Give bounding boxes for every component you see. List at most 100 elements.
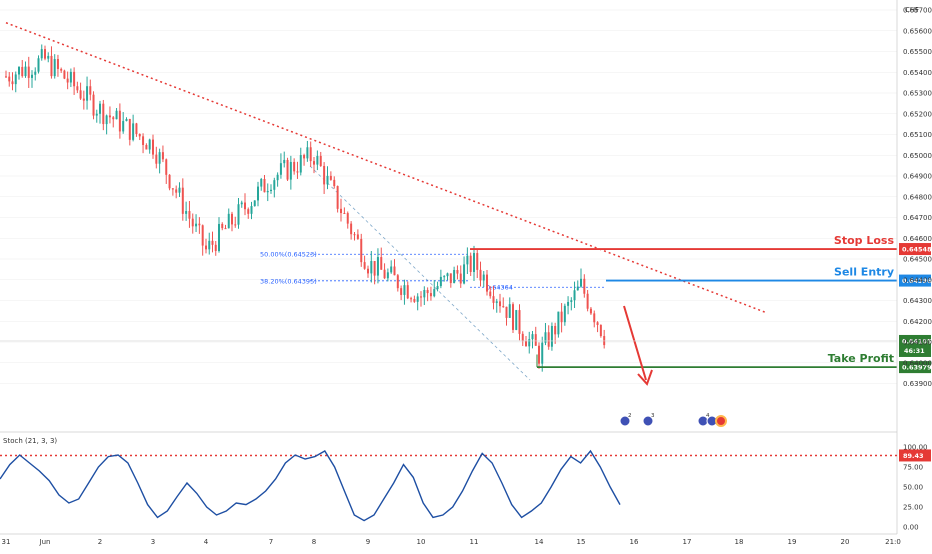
candle-body [191,218,194,227]
candle-body [108,115,111,118]
annotation-layer: Stop Loss 0.64548 Sell Entry 0.64396 Take Pr… [0,234,932,427]
candle-body [270,189,272,191]
fib-level-label: 38.20%(0.64395) [260,277,317,285]
candle-body [343,213,346,215]
candle-body [367,268,369,274]
candle-body [218,223,220,251]
level-badge-text: 89.43 [903,452,924,460]
candle-body [429,293,432,297]
candle-body [453,270,456,284]
candle-body [188,211,191,219]
price-tick-label: 0.64600 [903,235,932,243]
candle-body [473,253,475,272]
osc-tick-label: 0.00 [903,524,919,532]
candle-body [433,289,436,297]
candle-body [356,234,359,239]
candle-body [319,155,322,166]
price-tick-label: 0.64100 [903,339,932,347]
time-tick-label: 14 [535,538,544,546]
candle-body [24,66,27,77]
candle-body [420,296,422,298]
price-badge-text: 0.64396 [902,277,932,285]
candle-body [410,298,413,300]
price-tick-label: 0.65300 [903,90,932,98]
candle-body [326,175,329,185]
time-tick-label: 10 [417,538,426,546]
candle-body [400,288,403,295]
candle-body [316,155,319,165]
candle-body [393,266,396,276]
candle-body [37,58,40,72]
candle-body [406,285,409,299]
candle-body [554,325,557,335]
event-marker-icon [642,415,654,427]
candle-body [95,113,98,116]
candle-body [279,163,282,175]
candle-body [313,161,315,165]
candle-body [423,289,426,298]
candle-body [14,74,17,85]
candle-body [449,273,452,284]
candle-body [299,155,302,173]
candle-body [253,200,256,207]
stochastic-pane: Stoch (21, 3, 3) 100.00 75.00 50.00 25.00 0.0… [0,431,931,532]
candle-body [138,134,141,137]
candle-body [73,71,76,87]
time-tick-label: 3 [151,538,155,546]
time-tick-label: Jun [39,538,51,546]
candle-body [550,325,553,347]
candle-body [416,296,419,302]
candle-body [178,187,181,193]
candle-body [466,255,469,265]
candle-body [63,70,66,79]
time-tick-label: 31 [2,538,11,546]
candle-body [502,306,505,308]
price-tick-label: 0.64000 [903,359,932,367]
candle-body [224,228,227,230]
candle-body [560,311,563,323]
price-tick-label: 0.64200 [903,318,932,326]
candle-body [443,276,446,278]
candle-body [580,278,582,287]
candle-body [205,245,207,250]
candle-body [227,213,230,229]
candle-body [518,310,521,334]
time-tick-label: 20 [841,538,850,546]
price-tick-label: 0.64800 [903,193,932,201]
candle-body [567,301,570,306]
trade-level-label: Sell Entry [834,266,894,279]
fib-level-label: 0.64364 [486,284,513,292]
candle-body [132,123,135,140]
price-tick-label: 0.65000 [903,152,932,160]
candle-body [573,290,576,301]
candle-body [56,59,59,69]
candle-body [482,274,485,281]
candle-body [250,206,253,214]
osc-tick-label: 25.00 [903,504,923,512]
candle-body [541,342,544,364]
candle-body [171,188,174,190]
candle-body [570,300,573,302]
candle-body [211,240,214,245]
candle-body [456,270,459,274]
candle-body [8,76,11,82]
candle-body [50,55,53,77]
candle-body [234,224,237,226]
candle-body [596,322,599,325]
stochastic-line [0,449,621,522]
candle-body [99,103,101,114]
candle-body [353,234,356,236]
candle-body [426,289,429,294]
time-tick-label: 21:0 [885,538,901,546]
osc-tick-label: 50.00 [903,484,923,492]
candle-body [221,223,224,229]
time-axis-layer: 31 Jun 2 3 4 7 8 9 10 11 14 15 16 17 18 19 20 21:0 [0,533,901,546]
candle-body [237,204,240,225]
candle-body [586,293,589,309]
candle-body [165,159,168,175]
candle-body [240,202,243,205]
candle-body [115,110,118,120]
candle-body [34,71,37,75]
